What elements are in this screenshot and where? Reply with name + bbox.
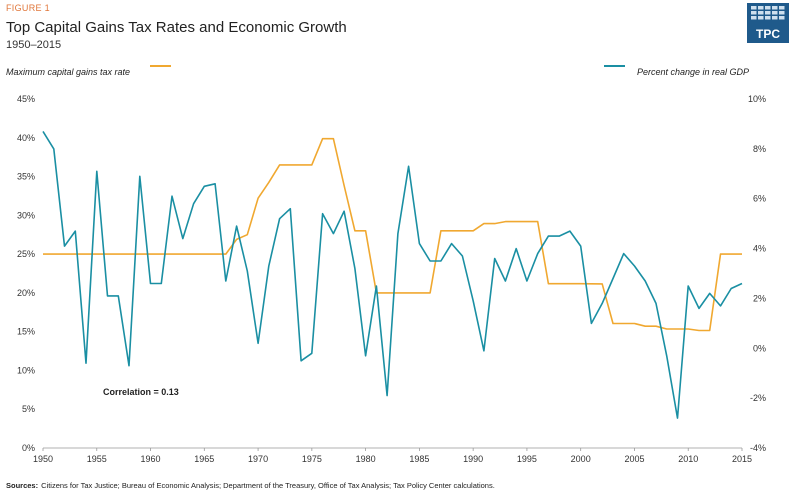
tpc-logo-cell — [765, 16, 771, 20]
x-axis-tick-label: 2000 — [571, 454, 591, 464]
tpc-logo-cell — [772, 6, 778, 10]
source-label: Sources: — [6, 481, 38, 490]
left-axis-tick-label: 25% — [17, 249, 35, 259]
left-axis-tick-label: 40% — [17, 133, 35, 143]
right-axis-tick-label: 0% — [753, 343, 766, 353]
x-axis-tick-label: 2010 — [678, 454, 698, 464]
right-axis-tick-label: 2% — [753, 293, 766, 303]
tpc-logo-cell — [758, 6, 764, 10]
left-axis-tick-label: 10% — [17, 365, 35, 375]
tpc-logo-cell — [779, 6, 785, 10]
left-axis-tick-label: 30% — [17, 210, 35, 220]
tpc-logo-cell — [779, 11, 785, 15]
tpc-logo-text: TPC — [756, 27, 780, 41]
gdp-growth-series-line — [42, 130, 743, 419]
tpc-logo-cell — [765, 6, 771, 10]
left-axis-tick-label: 45% — [17, 94, 35, 104]
right-axis-tick-label: 10% — [748, 94, 766, 104]
right-axis-ticks: -4% -2% 0% 2% 4% 6% 8% 10% — [748, 94, 766, 453]
tpc-logo-cell — [758, 11, 764, 15]
figure-label: FIGURE 1 — [6, 3, 50, 13]
left-axis-ticks: 0% 5% 10% 15% 20% 25% 30% 35% 40% 45% — [17, 94, 35, 453]
tpc-logo: TPC — [747, 3, 789, 43]
x-axis-tick-label: 2015 — [732, 454, 752, 464]
x-axis-tick-label: 1995 — [517, 454, 537, 464]
source-text: Citizens for Tax Justice; Bureau of Econ… — [41, 481, 495, 490]
correlation-annotation: Correlation = 0.13 — [103, 387, 179, 397]
right-axis-tick-label: 8% — [753, 144, 766, 154]
tpc-logo-cell — [772, 11, 778, 15]
x-axis-tick-label: 1955 — [87, 454, 107, 464]
x-axis-tick-label: 1970 — [248, 454, 268, 464]
right-axis-tick-label: -2% — [750, 393, 766, 403]
tpc-logo-cell — [772, 16, 778, 20]
tpc-logo-background — [747, 3, 789, 43]
tax-rate-series-line — [43, 137, 742, 332]
left-axis-tick-label: 0% — [22, 443, 35, 453]
x-axis-tick-label: 1960 — [141, 454, 161, 464]
tpc-logo-cell — [779, 16, 785, 20]
plot-area — [42, 130, 743, 419]
tpc-logo-grid-icon — [751, 6, 785, 20]
tpc-logo-cell — [758, 16, 764, 20]
tpc-logo-cell — [751, 16, 757, 20]
legend-tax-rate-label: Maximum capital gains tax rate — [6, 67, 130, 77]
chart-title: Top Capital Gains Tax Rates and Economic… — [6, 19, 347, 36]
tpc-logo-cell — [751, 11, 757, 15]
tpc-logo-cell — [765, 11, 771, 15]
x-axis-ticks: 1950 1955 1960 1965 1970 1975 1980 1985 1990 1995… — [33, 448, 752, 464]
left-axis-tick-label: 5% — [22, 404, 35, 414]
left-axis-tick-label: 15% — [17, 327, 35, 337]
tpc-logo-cell — [751, 6, 757, 10]
x-axis-tick-label: 1990 — [463, 454, 483, 464]
legend-gdp-label: Percent change in real GDP — [637, 67, 749, 77]
x-axis-tick-label: 1985 — [409, 454, 429, 464]
left-axis-tick-label: 35% — [17, 172, 35, 182]
right-axis-tick-label: 4% — [753, 244, 766, 254]
x-axis-tick-label: 1950 — [33, 454, 53, 464]
x-axis-tick-label: 1975 — [302, 454, 322, 464]
source-note: Sources: Citizens for Tax Justice; Bureau… — [6, 481, 495, 490]
left-axis-tick-label: 20% — [17, 288, 35, 298]
right-axis-tick-label: 6% — [753, 194, 766, 204]
x-axis-tick-label: 2005 — [624, 454, 644, 464]
x-axis-tick-label: 1980 — [356, 454, 376, 464]
x-axis-tick-label: 1965 — [194, 454, 214, 464]
chart-subtitle: 1950–2015 — [6, 39, 61, 51]
right-axis-tick-label: -4% — [750, 443, 766, 453]
